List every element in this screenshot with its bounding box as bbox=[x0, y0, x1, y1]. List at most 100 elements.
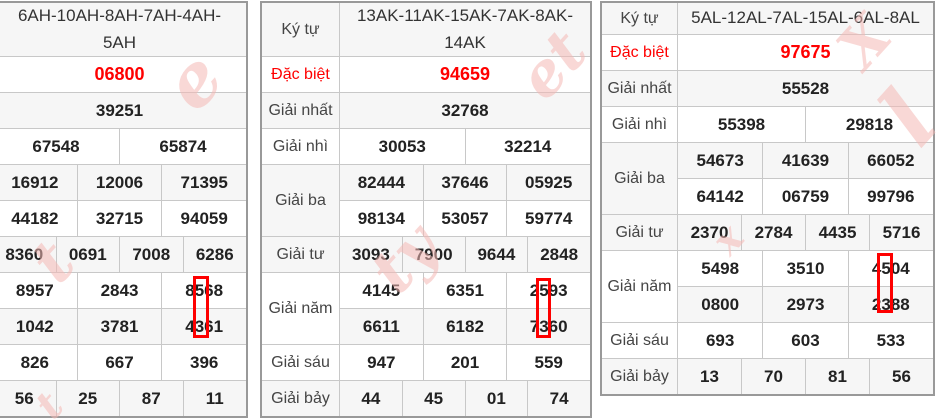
prize-value: 0800 bbox=[701, 294, 740, 314]
prize-value: 6182 bbox=[422, 309, 507, 344]
prize-value: 06759 bbox=[762, 179, 847, 214]
prize-value: 559 bbox=[506, 345, 590, 380]
prize-label-third: Giải ba bbox=[262, 165, 340, 236]
prize-label-seventh: Giải bảy bbox=[602, 359, 678, 394]
prize-row-fifth: Giải năm 5498 3510 4504 0800 2973 2388 bbox=[602, 250, 933, 322]
prize-value: 603 bbox=[762, 323, 847, 358]
digit-highlight-box bbox=[193, 276, 209, 338]
code-header: 13AK-11AK-15AK-7AK-8AK-14AK bbox=[356, 6, 574, 52]
prize-value: 1042 bbox=[15, 316, 54, 336]
prize-value: 56 bbox=[14, 388, 34, 408]
prize-value: 32214 bbox=[464, 129, 591, 164]
digit-highlight-box bbox=[536, 278, 551, 338]
prize-value: 37646 bbox=[422, 165, 507, 200]
prize-value: 74 bbox=[527, 381, 590, 416]
prize-value: 8957 bbox=[15, 280, 54, 300]
prize-row-seventh: 56 25 87 11 bbox=[0, 380, 246, 416]
special-prize-value: 06800 bbox=[94, 64, 145, 84]
prize-label-third: Giải ba bbox=[602, 143, 678, 214]
prize-value: 826 bbox=[20, 352, 50, 372]
prize-value: 6351 bbox=[422, 273, 507, 308]
prize-row-fifth: 8957 2843 8568 1042 3781 4361 bbox=[0, 272, 246, 344]
prize-label-special: Đặc biệt bbox=[602, 35, 678, 70]
prize-value: 693 bbox=[705, 330, 735, 350]
prize-value: 41639 bbox=[762, 143, 847, 178]
prize-label-sixth: Giải sáu bbox=[602, 323, 678, 358]
prize-row-code: Ký tự 13AK-11AK-15AK-7AK-8AK-14AK bbox=[262, 3, 590, 56]
prize-label-second: Giải nhì bbox=[602, 107, 678, 142]
prize-value: 56 bbox=[869, 359, 933, 394]
prize-row-third: 16912 12006 71395 44182 32715 94059 bbox=[0, 164, 246, 236]
prize-value: 01 bbox=[464, 381, 528, 416]
prize-label-sixth: Giải sáu bbox=[262, 345, 340, 380]
results-table-right: Ký tự 5AL-12AL-7AL-15AL-6AL-8AL Đặc biệt… bbox=[600, 1, 935, 396]
prize-value: 87 bbox=[119, 381, 183, 416]
code-header: 6AH-10AH-8AH-7AH-4AH-5AH bbox=[17, 6, 222, 52]
prize-value: 30053 bbox=[378, 136, 426, 156]
prize-value: 70 bbox=[741, 359, 805, 394]
prize-value: 6286 bbox=[182, 237, 247, 272]
prize-value: 201 bbox=[422, 345, 507, 380]
prize-value: 7900 bbox=[401, 237, 465, 272]
prize-value: 67548 bbox=[32, 136, 80, 156]
prize-value: 396 bbox=[161, 345, 246, 380]
prize-value: 45 bbox=[401, 381, 465, 416]
prize-row-third: Giải ba 54673 41639 66052 64142 06759 99… bbox=[602, 142, 933, 214]
prize-value: 54673 bbox=[696, 150, 744, 170]
prize-value: 13 bbox=[700, 366, 719, 386]
special-prize-value: 94659 bbox=[439, 64, 491, 84]
results-table-left: 6AH-10AH-8AH-7AH-4AH-5AH 06800 39251 675… bbox=[0, 1, 248, 418]
digit-highlight-box bbox=[877, 253, 893, 313]
prize-row-second: 67548 65874 bbox=[0, 128, 246, 164]
prize-value: 59774 bbox=[506, 201, 590, 236]
prize-value: 6611 bbox=[362, 316, 400, 336]
prize-label-fourth: Giải tư bbox=[602, 215, 678, 250]
prize-row-sixth: Giải sáu 693 603 533 bbox=[602, 322, 933, 358]
prize-value: 12006 bbox=[76, 165, 162, 200]
prize-value: 2784 bbox=[741, 215, 805, 250]
prize-value: 39251 bbox=[95, 100, 144, 120]
prize-row-sixth: Giải sáu 947 201 559 bbox=[262, 344, 590, 380]
special-prize-value: 97675 bbox=[780, 42, 831, 62]
prize-row-fourth: Giải tư 3093 7900 9644 2848 bbox=[262, 236, 590, 272]
prize-label-fifth: Giải năm bbox=[602, 251, 678, 322]
prize-label-fifth: Giải năm bbox=[262, 273, 340, 344]
prize-row-seventh: Giải bảy 13 70 81 56 bbox=[602, 358, 933, 394]
prize-value: 66052 bbox=[847, 143, 933, 178]
prize-label-fourth: Giải tư bbox=[262, 237, 340, 272]
prize-value: 25 bbox=[55, 381, 120, 416]
prize-value: 2973 bbox=[762, 287, 847, 322]
prize-value: 2848 bbox=[527, 237, 590, 272]
prize-value: 4435 bbox=[805, 215, 869, 250]
prize-value: 44 bbox=[361, 388, 381, 408]
prize-value: 3093 bbox=[351, 244, 390, 264]
prize-value: 44182 bbox=[11, 208, 59, 228]
prize-value: 4145 bbox=[362, 280, 401, 300]
prize-row-sixth: 826 667 396 bbox=[0, 344, 246, 380]
prize-value: 71395 bbox=[161, 165, 246, 200]
prize-value: 2843 bbox=[76, 273, 162, 308]
prize-row-code: 6AH-10AH-8AH-7AH-4AH-5AH bbox=[0, 3, 246, 56]
prize-value: 2370 bbox=[690, 222, 729, 242]
prize-value: 8360 bbox=[5, 244, 44, 264]
prize-label-second: Giải nhì bbox=[262, 129, 340, 164]
prize-row-code: Ký tự 5AL-12AL-7AL-15AL-6AL-8AL bbox=[602, 3, 933, 34]
prize-value: 65874 bbox=[119, 129, 246, 164]
prize-value: 81 bbox=[805, 359, 869, 394]
prize-row-second: Giải nhì 30053 32214 bbox=[262, 128, 590, 164]
prize-value: 667 bbox=[76, 345, 162, 380]
prize-value: 16912 bbox=[11, 172, 59, 192]
prize-row-fourth: Giải tư 2370 2784 4435 5716 bbox=[602, 214, 933, 250]
prize-value: 7008 bbox=[119, 237, 183, 272]
prize-label-seventh: Giải bảy bbox=[262, 381, 340, 416]
prize-value: 98134 bbox=[357, 208, 405, 228]
prize-value: 55528 bbox=[781, 78, 830, 98]
prize-value: 0691 bbox=[55, 237, 120, 272]
prize-value: 55398 bbox=[717, 114, 766, 134]
prize-value: 3781 bbox=[76, 309, 162, 344]
prize-value: 11 bbox=[182, 381, 247, 416]
prize-row-special: Đặc biệt 94659 bbox=[262, 56, 590, 92]
prize-value: 32715 bbox=[76, 201, 162, 236]
prize-value: 82444 bbox=[357, 172, 405, 192]
